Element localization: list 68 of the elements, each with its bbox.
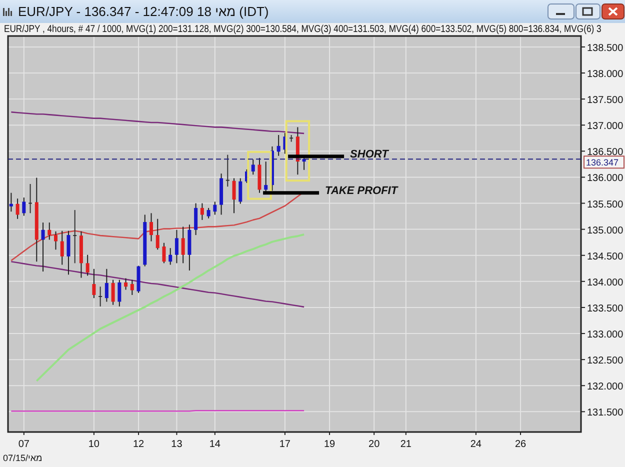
ref-line-label: TAKE PROFIT: [325, 184, 399, 197]
x-tick-label: 24: [470, 439, 482, 450]
y-tick-label: 135.000: [587, 225, 624, 236]
candlestick: [213, 201, 217, 216]
y-tick-label: 134.000: [587, 277, 624, 288]
candlestick: [48, 222, 52, 240]
x-tick-label: 13: [171, 439, 183, 450]
candlestick: [92, 268, 96, 299]
ref-line-label: 136.347: [586, 158, 619, 168]
x-tick-label: 21: [400, 439, 412, 450]
y-tick-label: 133.000: [587, 330, 624, 341]
x-tick-label: 10: [88, 439, 100, 450]
candlestick: [232, 178, 236, 214]
candlestick: [86, 254, 90, 276]
y-tick-label: 137.000: [587, 121, 624, 132]
y-tick-label: 135.500: [587, 199, 624, 210]
candlestick: [73, 210, 77, 264]
candlestick: [238, 178, 242, 204]
candlestick: [181, 226, 185, 264]
y-tick-label: 136.000: [587, 173, 624, 184]
y-tick-label: 133.500: [587, 303, 624, 314]
y-tick-label: 137.500: [587, 95, 624, 106]
y-tick-label: 134.500: [587, 251, 624, 262]
candlestick: [162, 242, 166, 264]
x-tick-label: 26: [514, 439, 527, 450]
line-series: [36, 234, 306, 382]
chart-title: EUR/JPY - 136.347 - 12:47:09 18 מאי (IDT): [18, 4, 269, 19]
candlestick: [124, 278, 128, 290]
candlestick: [206, 207, 210, 219]
candlestick: [28, 183, 32, 214]
candlestick: [118, 279, 122, 307]
candlestick: [41, 222, 45, 272]
candlestick: [264, 161, 268, 194]
candlestick: [200, 202, 204, 220]
text: 07/15/מאי: [3, 453, 42, 463]
y-tick-label: 138.500: [587, 42, 624, 54]
y-tick-label: 138.000: [587, 68, 624, 80]
candlestick: [226, 154, 230, 188]
candlestick: [16, 198, 20, 220]
candlestick: [150, 212, 153, 242]
y-tick-label: 131.500: [587, 408, 624, 419]
ref-line-label: SHORT: [350, 148, 390, 160]
x-tick-label: 19: [324, 439, 336, 450]
candlestick: [22, 197, 26, 216]
x-tick-label: 14: [209, 439, 221, 450]
candlestick: [130, 279, 134, 296]
y-tick-label: 132.000: [587, 382, 624, 393]
line-series: [10, 260, 305, 308]
candlestick: [54, 230, 58, 250]
x-tick-label: 17: [279, 439, 291, 450]
y-tick-label: 132.500: [587, 356, 624, 367]
x-tick-label: 07: [18, 439, 30, 450]
candlestick: [276, 134, 280, 156]
line-series: [10, 111, 305, 134]
candlestick: [60, 230, 64, 266]
candlestick: [111, 279, 115, 306]
y-tick-label: 136.500: [587, 147, 624, 158]
candlestick: [104, 268, 108, 302]
candlestick: [174, 229, 178, 264]
candlestick: [98, 286, 102, 307]
candlestick: [66, 230, 70, 276]
x-tick-label: 12: [132, 439, 145, 450]
candlestick: [194, 202, 198, 236]
candlestick: [251, 158, 255, 176]
chart-subtitle: EUR/JPY , 4hours, # 47 / 1000, MVG(1) 200=131.128, MVG(2) 300=130.584, MVG(3) 400=131.503, MVG(4) 600=133.502, MVG(5) 800=136.834, MVG(6) 3: [4, 23, 602, 34]
candlestick: [156, 218, 160, 250]
x-tick-label: 20: [368, 439, 380, 450]
candlestick: [168, 248, 172, 266]
